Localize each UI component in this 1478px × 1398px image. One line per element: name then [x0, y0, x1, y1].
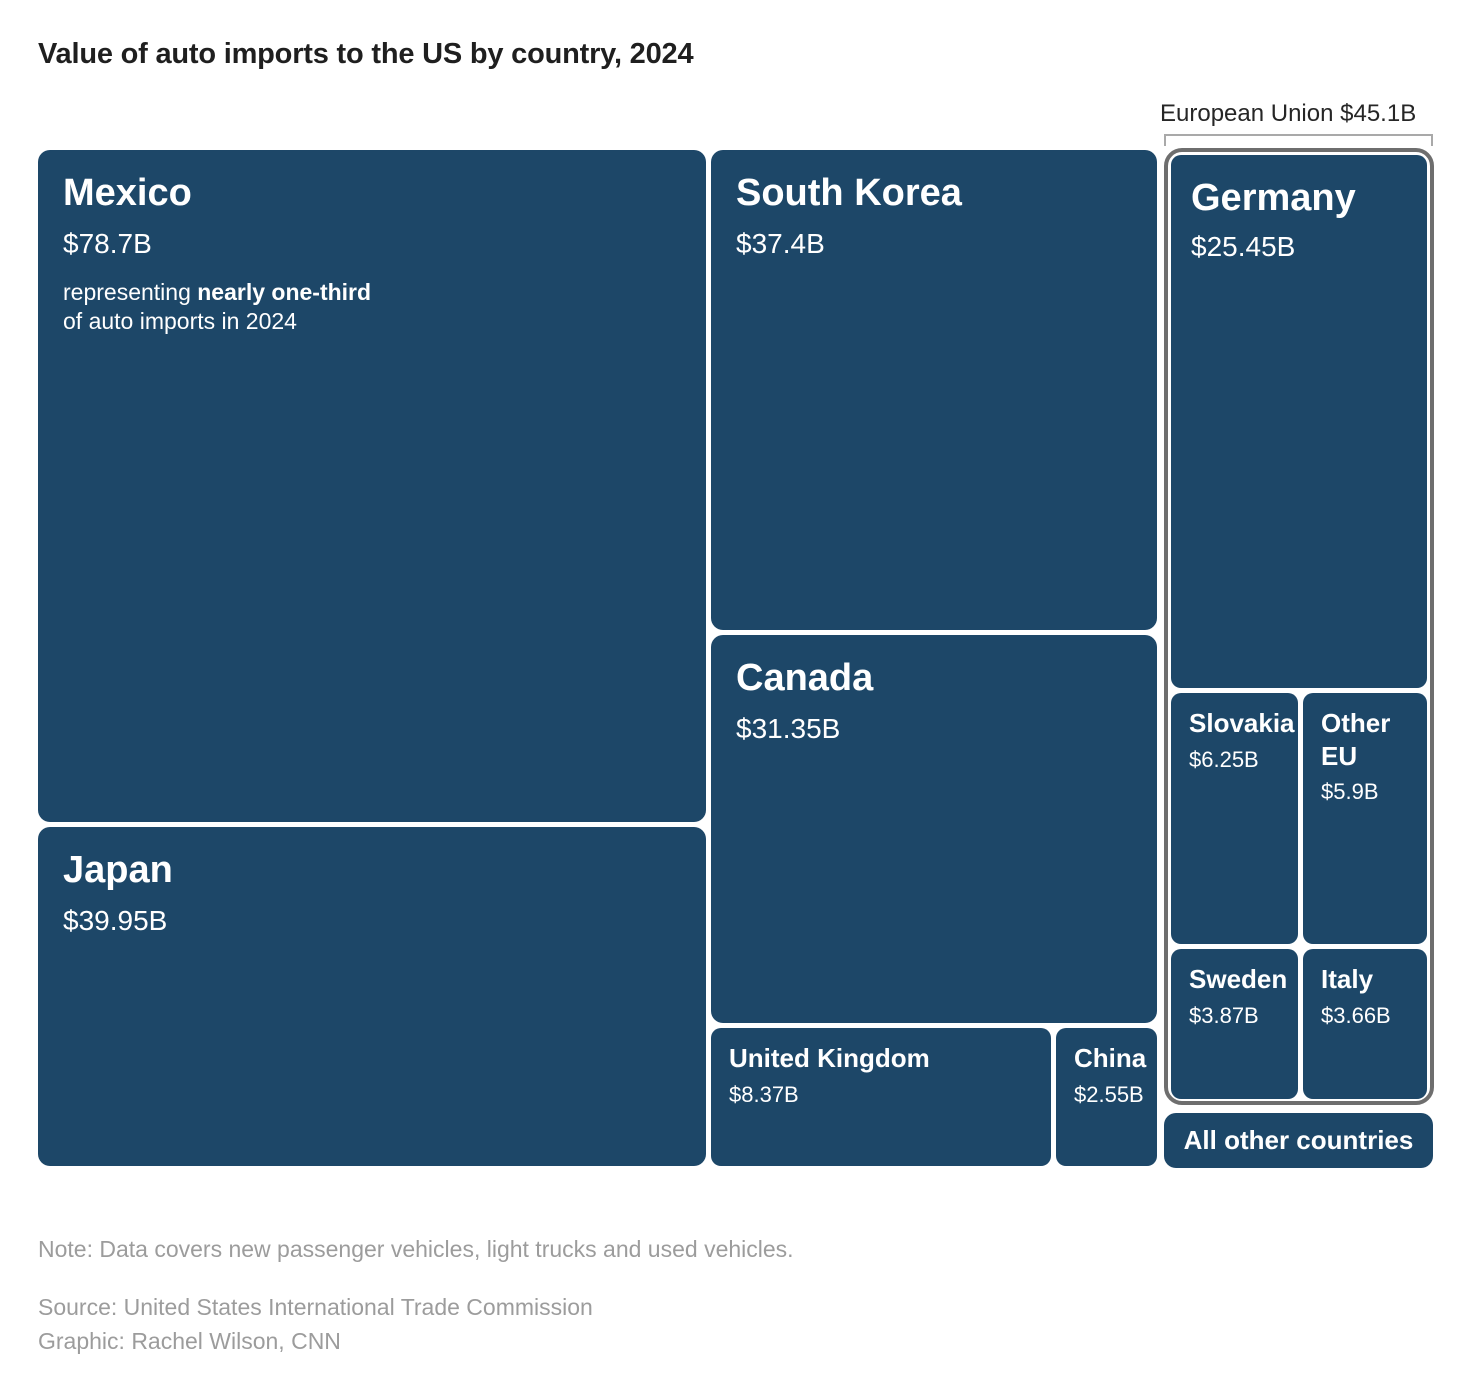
other-eu-value: $5.9B	[1321, 779, 1379, 804]
footer-credit: Graphic: Rachel Wilson, CNN	[38, 1328, 341, 1354]
japan-value: $39.95B	[63, 904, 168, 936]
mexico-value: $78.7B	[63, 227, 152, 259]
eu-group-bracket	[1164, 134, 1433, 146]
south-korea-value: $37.4B	[736, 227, 825, 259]
other-eu-label: Other EU	[1321, 708, 1391, 771]
treemap-tile-all-other-countries: All other countries	[1164, 1113, 1433, 1168]
footer-source: Source: United States International Trad…	[38, 1294, 593, 1320]
china-value: $2.55B	[1074, 1081, 1144, 1107]
slovakia-label: Slovakia	[1189, 708, 1295, 738]
slovakia-value: $6.25B	[1189, 746, 1259, 772]
mexico-annotation: representing nearly one-third of auto imp…	[63, 278, 372, 335]
treemap-tile-germany: Germany $25.45B	[1171, 155, 1427, 688]
treemap-tile-other-eu: Other EU $5.9B	[1303, 693, 1427, 944]
japan-label: Japan	[63, 849, 173, 891]
eu-group-value: $45.1B	[1340, 100, 1417, 127]
treemap-tile-canada: Canada $31.35B	[711, 635, 1157, 1023]
treemap-tile-south-korea: South Korea $37.4B	[711, 150, 1157, 630]
south-korea-label: South Korea	[736, 172, 962, 214]
canada-value: $31.35B	[736, 712, 841, 744]
footer-note: Note: Data covers new passenger vehicles…	[38, 1236, 794, 1262]
united-kingdom-value: $8.37B	[729, 1081, 799, 1107]
chart-title: Value of auto imports to the US by count…	[38, 38, 694, 70]
canada-label: Canada	[736, 657, 874, 699]
all-other-label: All other countries	[1183, 1125, 1414, 1155]
italy-label: Italy	[1321, 964, 1374, 994]
mexico-label: Mexico	[63, 172, 192, 214]
germany-value: $25.45B	[1191, 230, 1296, 262]
united-kingdom-label: United Kingdom	[729, 1043, 930, 1073]
eu-group-label: European Union $45.1B	[1160, 100, 1450, 128]
treemap-tile-japan: Japan $39.95B	[38, 827, 706, 1166]
china-label: China	[1074, 1043, 1147, 1073]
treemap-tile-sweden: Sweden $3.87B	[1171, 949, 1298, 1099]
sweden-value: $3.87B	[1189, 1002, 1259, 1028]
italy-value: $3.66B	[1321, 1002, 1391, 1028]
sweden-label: Sweden	[1189, 964, 1288, 994]
germany-label: Germany	[1191, 177, 1356, 219]
treemap-tile-italy: Italy $3.66B	[1303, 949, 1427, 1099]
treemap-tile-mexico: Mexico $78.7B representing nearly one-th…	[38, 150, 706, 822]
treemap-tile-china: China $2.55B	[1056, 1028, 1157, 1166]
treemap-tile-slovakia: Slovakia $6.25B	[1171, 693, 1298, 944]
eu-group-box: Germany $25.45B Slovakia $6.25B Other EU…	[1164, 148, 1434, 1105]
treemap-tile-united-kingdom: United Kingdom $8.37B	[711, 1028, 1051, 1166]
eu-group-name: European Union	[1160, 100, 1334, 127]
